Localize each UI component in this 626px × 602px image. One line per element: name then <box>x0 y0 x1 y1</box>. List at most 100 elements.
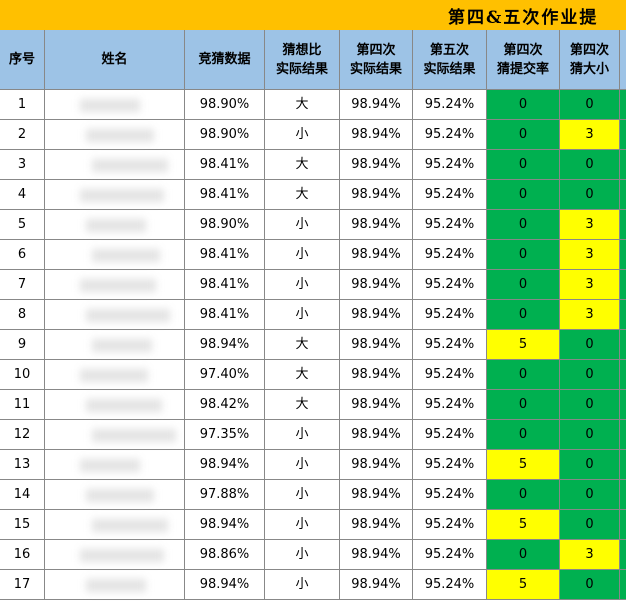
table-cell: 98.94% <box>340 180 413 210</box>
table-cell: 12 <box>0 420 45 450</box>
table-cell: 98.94% <box>340 240 413 270</box>
table-cell: 98.94% <box>340 90 413 120</box>
table-cell: 5 <box>487 450 560 480</box>
redacted-name <box>80 459 140 472</box>
table-cell: 95.24% <box>413 240 487 270</box>
table-cell: 95.24% <box>413 540 487 570</box>
table-cell: 95.24% <box>413 150 487 180</box>
table-cell: 13 <box>0 450 45 480</box>
table-cell: 98.94% <box>340 300 413 330</box>
table-cell: 11 <box>0 390 45 420</box>
table-cell: 3 <box>560 270 620 300</box>
table-cell: 大 <box>265 150 340 180</box>
blank-cell <box>620 180 626 210</box>
blank-cell <box>45 570 185 600</box>
table-cell: 5 <box>487 570 560 600</box>
table-cell: 0 <box>560 330 620 360</box>
table-cell: 95.24% <box>413 450 487 480</box>
table-cell: 0 <box>487 90 560 120</box>
table-cell: 大 <box>265 90 340 120</box>
header-cell: 第五次 实际结果 <box>413 30 487 90</box>
table-cell: 0 <box>560 390 620 420</box>
table-cell: 95.24% <box>413 330 487 360</box>
blank-cell <box>45 150 185 180</box>
table-cell: 0 <box>487 270 560 300</box>
table-cell: 98.94% <box>340 390 413 420</box>
table-cell: 98.94% <box>340 210 413 240</box>
blank-cell <box>45 120 185 150</box>
table-cell: 5 <box>0 210 45 240</box>
table-cell: 大 <box>265 330 340 360</box>
table-cell: 98.94% <box>185 450 265 480</box>
header-text: 实际结果 <box>275 61 328 77</box>
blank-cell <box>45 300 185 330</box>
blank-cell <box>45 330 185 360</box>
table-cell: 98.42% <box>185 390 265 420</box>
redacted-name <box>92 429 176 442</box>
table-cell: 98.94% <box>340 570 413 600</box>
header-text: 第五次 <box>429 42 469 58</box>
redacted-name <box>80 549 164 562</box>
header-cell: 猜想比 实际结果 <box>265 30 340 90</box>
table-cell: 小 <box>265 450 340 480</box>
blank-cell <box>620 150 626 180</box>
table-cell: 8 <box>0 300 45 330</box>
table-cell: 97.35% <box>185 420 265 450</box>
blank-cell <box>620 330 626 360</box>
table-cell: 16 <box>0 540 45 570</box>
blank-cell <box>45 270 185 300</box>
blank-cell <box>620 360 626 390</box>
blank-cell <box>620 300 626 330</box>
blank-cell <box>620 570 626 600</box>
blank-cell <box>45 210 185 240</box>
table-cell: 0 <box>487 540 560 570</box>
table-cell: 95.24% <box>413 510 487 540</box>
header-cell: 竞猜数据 <box>185 30 265 90</box>
blank-cell <box>45 90 185 120</box>
table-cell: 小 <box>265 120 340 150</box>
blank-cell <box>620 480 626 510</box>
table-cell: 10 <box>0 360 45 390</box>
blank-cell <box>620 450 626 480</box>
table-cell: 98.94% <box>340 150 413 180</box>
table-cell: 98.90% <box>185 210 265 240</box>
header-cell: 第四次 猜大小 <box>560 30 620 90</box>
table-cell: 98.41% <box>185 150 265 180</box>
redacted-name <box>86 309 170 322</box>
table-cell: 5 <box>487 510 560 540</box>
table-cell: 14 <box>0 480 45 510</box>
table-cell: 98.90% <box>185 120 265 150</box>
table-cell: 0 <box>560 570 620 600</box>
table-cell: 95.24% <box>413 420 487 450</box>
table-cell: 15 <box>0 510 45 540</box>
table-cell: 小 <box>265 540 340 570</box>
redacted-name <box>92 519 168 532</box>
table-cell: 98.94% <box>340 420 413 450</box>
table-cell: 95.24% <box>413 270 487 300</box>
redacted-name <box>86 579 146 592</box>
header-text: 第四次 <box>356 42 396 58</box>
table-cell: 3 <box>560 300 620 330</box>
table-cell: 98.94% <box>340 270 413 300</box>
table-cell: 大 <box>265 390 340 420</box>
table-cell: 3 <box>560 120 620 150</box>
header-cell <box>620 30 626 90</box>
table-cell: 5 <box>487 330 560 360</box>
header-text: 猜大小 <box>569 61 609 77</box>
table-cell: 0 <box>560 420 620 450</box>
blank-cell <box>620 390 626 420</box>
table-cell: 98.94% <box>340 360 413 390</box>
table-cell: 0 <box>487 120 560 150</box>
table-cell: 小 <box>265 300 340 330</box>
table-cell: 小 <box>265 420 340 450</box>
table-cell: 0 <box>560 450 620 480</box>
sheet-title: 第四&五次作业提 <box>448 8 599 28</box>
table-cell: 98.90% <box>185 90 265 120</box>
table-cell: 98.94% <box>340 330 413 360</box>
table-cell: 0 <box>487 240 560 270</box>
redacted-name <box>86 489 154 502</box>
table-cell: 2 <box>0 120 45 150</box>
table-cell: 1 <box>0 90 45 120</box>
table-cell: 95.24% <box>413 390 487 420</box>
